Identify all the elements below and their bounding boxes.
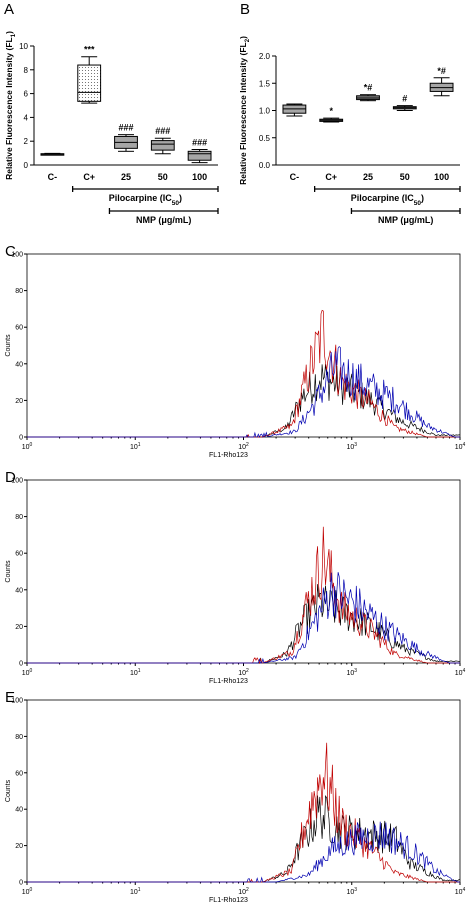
histogram-series: [27, 346, 460, 438]
significance-annotation: ###: [155, 126, 170, 136]
x-category-label: C-: [290, 172, 300, 182]
x-category-label: 25: [363, 172, 373, 182]
y-tick-label: 20: [15, 398, 23, 405]
y-axis-label-group: Counts: [5, 334, 12, 357]
x-category-label: 100: [192, 172, 207, 182]
y-axis-label-group: Relative Fluorescence Intensity (FL1): [4, 31, 17, 180]
y-tick-label: 2: [24, 137, 29, 146]
y-axis-label-group: Counts: [5, 560, 12, 583]
significance-annotation: ***: [84, 45, 95, 55]
x-category-label: C-: [48, 172, 58, 182]
significance-annotation: ###: [118, 123, 133, 133]
box-body: [77, 64, 102, 102]
y-axis-label-group: Relative Fluorescence Intensity (FL2): [238, 36, 251, 185]
histogram-series: [27, 742, 460, 883]
x-category-label: C+: [325, 172, 337, 182]
y-tick-label: 1.0: [259, 107, 271, 116]
y-tick-label: 40: [15, 361, 23, 368]
bracket-label-nmp: NMP (μg/mL): [378, 215, 433, 225]
y-axis-label-group: Counts: [5, 779, 12, 802]
y-axis-label: Relative Fluorescence Intensity (FL1): [4, 31, 17, 180]
histogram-series: [27, 526, 460, 665]
x-category-label: 50: [158, 172, 168, 182]
x-tick-label: 100: [22, 442, 33, 451]
x-tick-label: 103: [346, 668, 357, 677]
y-tick-label: 1.5: [259, 79, 271, 88]
x-tick-label: 102: [238, 887, 249, 896]
histogram-series: [27, 309, 460, 438]
y-axis-label: Relative Fluorescence Intensity (FL2): [238, 36, 251, 185]
panel-label-E: E: [5, 689, 15, 706]
y-tick-label: 100: [11, 698, 23, 705]
y-tick-label: 80: [15, 514, 23, 521]
box-body: [187, 150, 212, 161]
y-tick-label: 100: [11, 478, 23, 485]
y-tick-label: 60: [15, 770, 23, 777]
x-tick-label: 101: [130, 442, 141, 451]
bracket-label-nmp: NMP (μg/mL): [136, 215, 191, 225]
x-category-label: 100: [434, 172, 449, 182]
x-tick-label: 102: [238, 668, 249, 677]
histogram-series: [27, 572, 460, 664]
y-tick-label: 8: [24, 66, 29, 75]
y-tick-label: 60: [15, 551, 23, 558]
y-tick-label: 0: [19, 661, 23, 668]
box-body: [150, 140, 175, 151]
plot-frame: [26, 253, 461, 438]
y-tick-label: 6: [24, 90, 29, 99]
x-axis-label: FL1-Rho123: [209, 678, 248, 685]
significance-annotation: #: [402, 94, 407, 104]
y-tick-label: 40: [15, 587, 23, 594]
y-tick-label: 0: [19, 435, 23, 442]
y-axis-label: Counts: [5, 779, 12, 802]
x-tick-label: 103: [346, 887, 357, 896]
panel-label-A: A: [4, 1, 14, 18]
x-tick-label: 104: [455, 442, 466, 451]
plot-frame: [26, 479, 461, 664]
histogram-series: [27, 795, 461, 883]
x-tick-label: 102: [238, 442, 249, 451]
y-tick-label: 10: [19, 42, 28, 51]
histogram-series: [27, 364, 460, 438]
x-tick-label: 103: [346, 442, 357, 451]
y-tick-label: 2.0: [259, 52, 271, 61]
x-tick-label: 104: [455, 668, 466, 677]
y-tick-label: 0.0: [259, 161, 271, 170]
significance-annotation: *: [329, 106, 333, 116]
x-category-label: 25: [121, 172, 131, 182]
histogram-series: [27, 821, 460, 883]
y-tick-label: 0: [24, 161, 29, 170]
panel-label-C: C: [5, 243, 16, 260]
x-tick-label: 104: [455, 887, 466, 896]
y-tick-label: 60: [15, 325, 23, 332]
y-tick-label: 80: [15, 288, 23, 295]
bracket-label-pilocarpine: Pilocarpine (IC50): [109, 193, 182, 207]
significance-annotation: *#: [437, 66, 446, 76]
x-category-label: C+: [83, 172, 95, 182]
x-tick-label: 100: [22, 668, 33, 677]
panel-label-D: D: [5, 469, 16, 486]
y-axis-label: Counts: [5, 560, 12, 583]
y-axis-label: Counts: [5, 334, 12, 357]
x-category-label: 50: [400, 172, 410, 182]
x-axis-label: FL1-Rho123: [209, 452, 248, 459]
y-tick-label: 20: [15, 624, 23, 631]
significance-annotation: ###: [192, 138, 207, 148]
y-tick-label: 80: [15, 734, 23, 741]
y-tick-label: 40: [15, 807, 23, 814]
panel-label-B: B: [240, 1, 250, 18]
significance-annotation: *#: [364, 83, 373, 93]
y-tick-label: 0: [19, 880, 23, 887]
x-tick-label: 101: [130, 668, 141, 677]
bracket-label-pilocarpine: Pilocarpine (IC50): [351, 193, 424, 207]
y-tick-label: 100: [11, 252, 23, 259]
y-tick-label: 4: [24, 113, 29, 122]
histogram-series: [27, 584, 461, 664]
y-tick-label: 20: [15, 843, 23, 850]
x-tick-label: 101: [130, 887, 141, 896]
x-axis-label: FL1-Rho123: [209, 897, 248, 904]
x-tick-label: 100: [22, 887, 33, 896]
y-tick-label: 0.5: [259, 134, 271, 143]
